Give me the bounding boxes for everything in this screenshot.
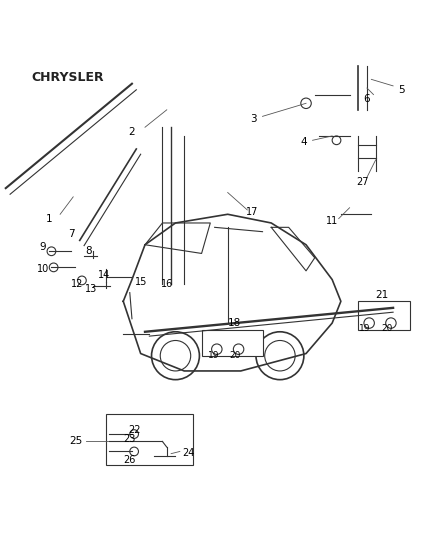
Text: 20: 20 xyxy=(381,324,392,333)
Text: 8: 8 xyxy=(85,246,92,256)
FancyBboxPatch shape xyxy=(358,301,410,329)
Text: 23: 23 xyxy=(124,434,136,445)
Text: 22: 22 xyxy=(128,425,141,435)
Text: 10: 10 xyxy=(37,264,49,273)
Text: 7: 7 xyxy=(68,229,74,239)
Text: 26: 26 xyxy=(124,455,136,465)
Text: 20: 20 xyxy=(230,351,241,360)
Text: 27: 27 xyxy=(357,176,369,187)
Text: 19: 19 xyxy=(359,324,371,333)
Text: 1: 1 xyxy=(46,214,53,224)
Text: 24: 24 xyxy=(182,448,195,458)
Text: 16: 16 xyxy=(161,279,173,289)
Text: 21: 21 xyxy=(375,290,389,300)
Text: 3: 3 xyxy=(251,114,257,124)
Text: 5: 5 xyxy=(399,85,405,95)
Text: 12: 12 xyxy=(71,279,84,289)
Text: 2: 2 xyxy=(129,126,135,136)
FancyBboxPatch shape xyxy=(106,415,193,465)
Text: 11: 11 xyxy=(326,216,338,226)
Text: 13: 13 xyxy=(85,284,97,294)
Text: 18: 18 xyxy=(228,318,241,328)
Text: CHRYSLER: CHRYSLER xyxy=(32,71,105,84)
Text: 25: 25 xyxy=(69,437,82,447)
FancyBboxPatch shape xyxy=(201,329,262,356)
Text: 14: 14 xyxy=(98,270,110,280)
Text: 17: 17 xyxy=(245,207,258,217)
Text: 4: 4 xyxy=(300,138,307,148)
Text: 15: 15 xyxy=(134,277,147,287)
Text: 6: 6 xyxy=(364,94,370,104)
Text: 9: 9 xyxy=(39,242,46,252)
Text: 19: 19 xyxy=(208,351,219,360)
